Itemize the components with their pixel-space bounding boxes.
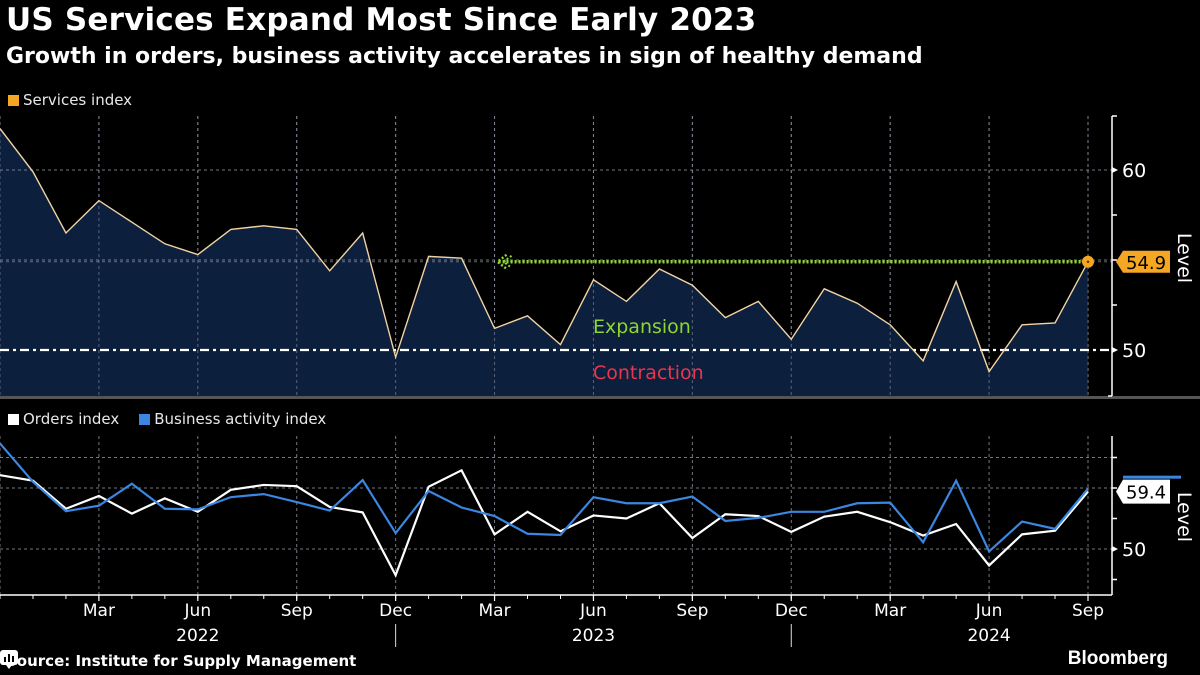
bloomberg-chart-icon <box>0 650 18 669</box>
services-line <box>0 128 1089 374</box>
last-value-tag-bottom <box>1116 479 1170 504</box>
legend-label-business: Business activity index <box>154 410 327 428</box>
x-tick-label: Mar <box>83 601 115 621</box>
top-y-tick-label: 50 <box>1122 340 1146 362</box>
x-tick-label: Sep <box>1072 601 1104 621</box>
legend-label-services: Services index <box>23 91 133 109</box>
top-y-tick-label: 60 <box>1122 160 1146 182</box>
last-value-tag-bar <box>1123 475 1181 479</box>
x-tick-label: Jun <box>184 601 212 621</box>
business-activity-line <box>0 442 1089 554</box>
expansion-label: Expansion <box>593 316 691 338</box>
last-value-tag-bottom-text: 59.4 <box>1126 483 1166 504</box>
bottom-y-axis-label: Level <box>1173 492 1195 542</box>
x-tick-label: Dec <box>379 601 412 621</box>
last-value-tag <box>1116 250 1170 273</box>
legend-item-business: Business activity index <box>139 410 326 428</box>
bloomberg-logo: Bloomberg <box>1067 648 1168 669</box>
legend-swatch-orders <box>8 413 19 425</box>
top-y-tick <box>1112 347 1118 353</box>
source-note: Source: Institute for Supply Management <box>6 652 357 670</box>
legend-swatch-services <box>8 94 19 106</box>
highlight-arrowhead-inner <box>501 255 513 269</box>
x-tick-label: Mar <box>874 601 906 621</box>
legend-label-orders: Orders index <box>23 410 120 428</box>
top-y-tick <box>1112 167 1118 173</box>
x-tick-label: Dec <box>775 601 808 621</box>
legend-swatch-business <box>139 413 151 425</box>
legend-item-orders: Orders index <box>8 410 119 428</box>
last-value-tag-text: 54.9 <box>1126 253 1166 274</box>
top-y-axis-label: Level <box>1173 233 1195 283</box>
x-tick-label: Jun <box>975 601 1003 621</box>
bottom-legend: Orders index Business activity index <box>8 410 340 428</box>
bottom-y-tick <box>1112 546 1118 552</box>
top-chart-baseline <box>0 396 1200 399</box>
x-tick-label: Jun <box>579 601 607 621</box>
orders-line <box>0 468 1089 578</box>
x-year-label: 2022 <box>176 626 219 646</box>
legend-item-services: Services index <box>8 91 132 109</box>
x-tick-label: Sep <box>281 601 313 621</box>
x-tick-label: Mar <box>479 601 511 621</box>
chart-subtitle: Growth in orders, business activity acce… <box>6 44 923 69</box>
services-area <box>0 128 1088 396</box>
last-point-marker-center <box>1086 260 1090 264</box>
top-legend: Services index <box>8 91 146 109</box>
x-year-label: 2024 <box>967 626 1010 646</box>
chart-title: US Services Expand Most Since Early 2023 <box>6 2 757 38</box>
x-year-label: 2023 <box>572 626 615 646</box>
contraction-label: Contraction <box>593 362 704 384</box>
bottom-y-tick-label: 50 <box>1122 539 1146 561</box>
x-tick-label: Sep <box>676 601 708 621</box>
